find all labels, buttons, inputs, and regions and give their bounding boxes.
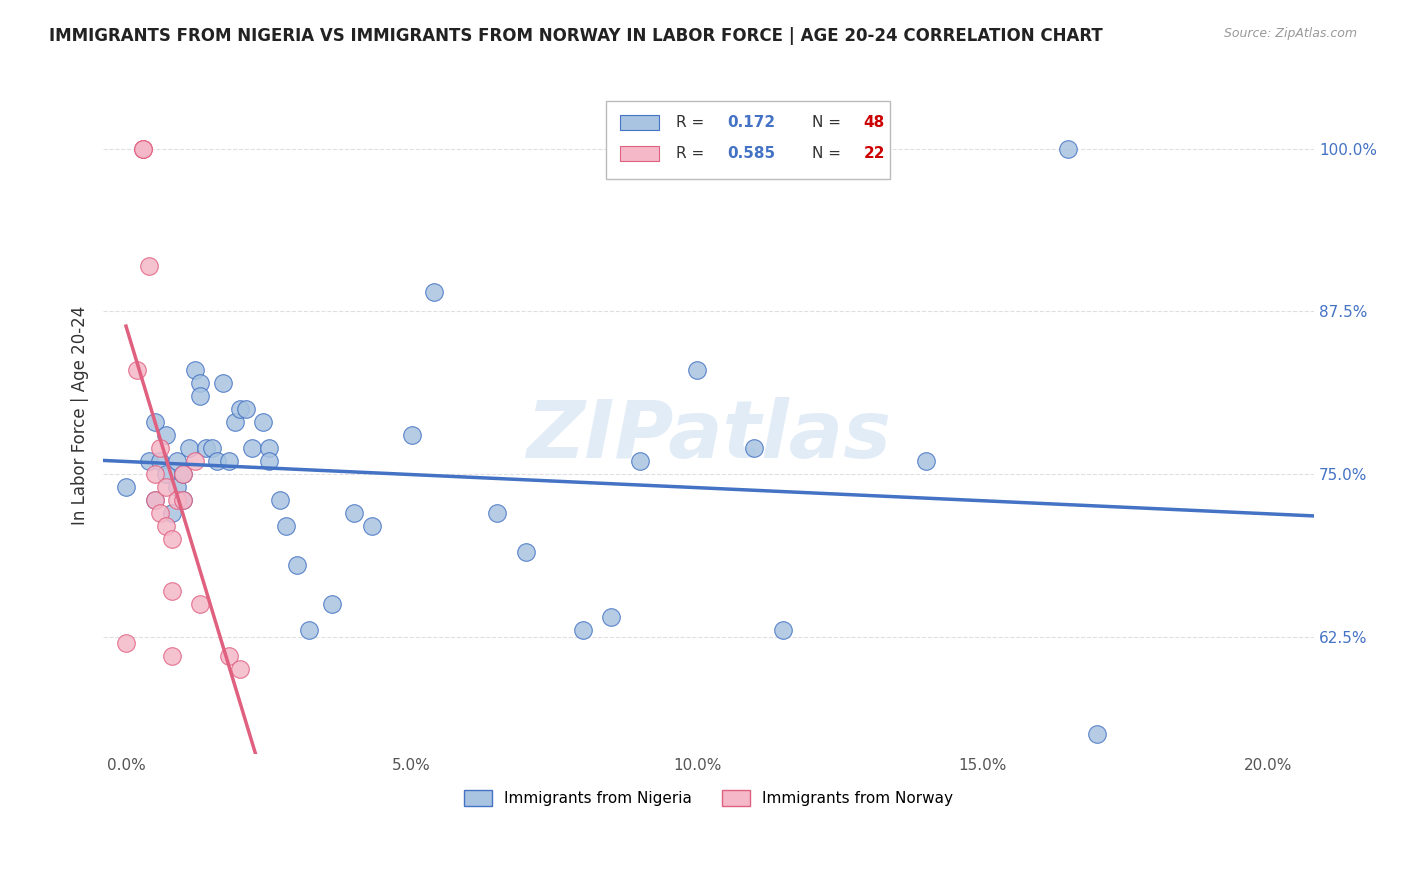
Point [155, 467, 177, 481]
Point [160, 648, 183, 663]
Text: 48: 48 [863, 115, 884, 130]
Legend: Immigrants from Nigeria, Immigrants from Norway: Immigrants from Nigeria, Immigrants from… [457, 782, 960, 814]
Point [155, 519, 177, 533]
Point [143, 467, 166, 481]
Point [177, 441, 200, 455]
Point [172, 493, 194, 508]
Point [240, 441, 263, 455]
Point [166, 493, 188, 508]
Point [229, 662, 252, 676]
Text: 0.585: 0.585 [727, 146, 775, 161]
Text: R =: R = [676, 146, 709, 161]
Point [172, 467, 194, 481]
Point [188, 376, 211, 390]
Point [127, 363, 149, 377]
Point [257, 441, 280, 455]
Point [160, 506, 183, 520]
Point [360, 519, 382, 533]
Point [160, 584, 183, 599]
Point [172, 467, 194, 481]
Point [143, 415, 166, 429]
Point [229, 401, 252, 416]
Point [132, 142, 155, 156]
Bar [620, 115, 659, 130]
Point [194, 441, 217, 455]
Text: N =: N = [811, 146, 845, 161]
Point [218, 648, 240, 663]
Text: 0.172: 0.172 [727, 115, 775, 130]
FancyBboxPatch shape [606, 101, 890, 179]
Point [183, 454, 205, 468]
Point [160, 532, 183, 546]
Point [224, 415, 246, 429]
Bar [620, 146, 659, 161]
Text: 22: 22 [863, 146, 886, 161]
Point [155, 428, 177, 442]
Point [218, 454, 240, 468]
Point [188, 389, 211, 403]
Y-axis label: In Labor Force | Age 20-24: In Labor Force | Age 20-24 [72, 306, 89, 525]
Point [252, 415, 274, 429]
Point [742, 441, 765, 455]
Point [269, 493, 291, 508]
Point [143, 493, 166, 508]
Point [166, 480, 188, 494]
Point [115, 480, 138, 494]
Text: N =: N = [811, 115, 845, 130]
Point [298, 623, 321, 637]
Point [515, 545, 537, 559]
Point [423, 285, 446, 299]
Point [600, 610, 623, 624]
Point [149, 454, 172, 468]
Point [1085, 727, 1108, 741]
Point [212, 376, 235, 390]
Point [155, 480, 177, 494]
Point [183, 363, 205, 377]
Point [143, 493, 166, 508]
Point [172, 493, 194, 508]
Point [166, 454, 188, 468]
Point [257, 454, 280, 468]
Point [572, 623, 595, 637]
Point [188, 597, 211, 611]
Point [138, 454, 160, 468]
Point [486, 506, 509, 520]
Point [628, 454, 651, 468]
Point [343, 506, 366, 520]
Point [274, 519, 297, 533]
Point [138, 259, 160, 273]
Point [149, 506, 172, 520]
Point [401, 428, 423, 442]
Text: IMMIGRANTS FROM NIGERIA VS IMMIGRANTS FROM NORWAY IN LABOR FORCE | AGE 20-24 COR: IMMIGRANTS FROM NIGERIA VS IMMIGRANTS FR… [49, 27, 1102, 45]
Point [132, 142, 155, 156]
Point [914, 454, 936, 468]
Point [235, 401, 257, 416]
Point [115, 636, 138, 650]
Text: R =: R = [676, 115, 709, 130]
Point [207, 454, 229, 468]
Point [321, 597, 343, 611]
Text: ZIPatlas: ZIPatlas [526, 397, 891, 475]
Text: Source: ZipAtlas.com: Source: ZipAtlas.com [1223, 27, 1357, 40]
Point [149, 441, 172, 455]
Point [686, 363, 709, 377]
Point [285, 558, 308, 572]
Point [1057, 142, 1080, 156]
Point [201, 441, 224, 455]
Point [772, 623, 794, 637]
Point [132, 142, 155, 156]
